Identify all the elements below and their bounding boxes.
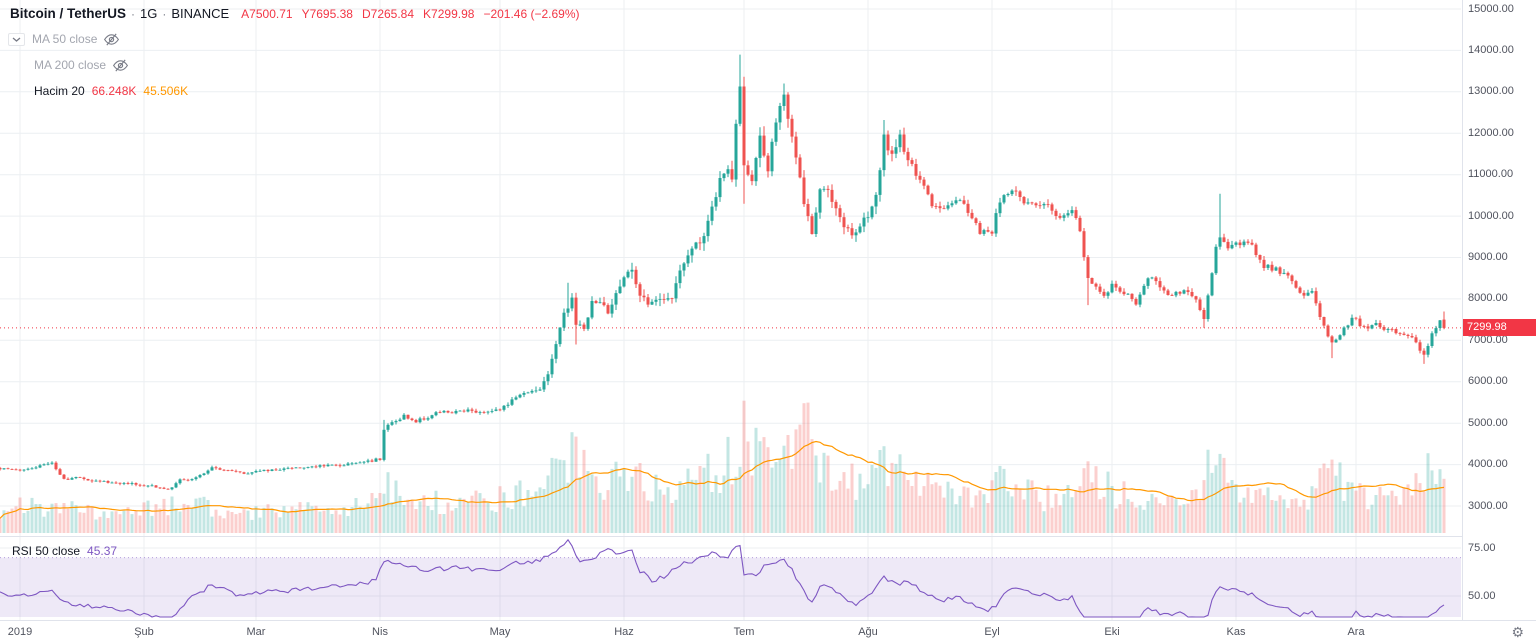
exchange-label[interactable]: BINANCE — [171, 6, 230, 21]
symbol-title[interactable]: Bitcoin / TetherUS — [10, 6, 127, 21]
header-separator-2: · — [162, 7, 167, 21]
legend-row-volume[interactable]: Hacim 20 66.248K 45.506K — [34, 84, 188, 98]
legend-row-ma200[interactable]: MA 200 close — [34, 58, 129, 72]
price-axis-label: 14000.00 — [1468, 43, 1514, 56]
price-axis-label: 7000.00 — [1468, 333, 1508, 346]
low-value: D7265.84 — [361, 7, 415, 21]
open-value: A7500.71 — [241, 7, 293, 21]
rsi-axis-label: 50.00 — [1468, 589, 1496, 602]
price-axis-label: 15000.00 — [1468, 2, 1514, 15]
volume-value: 66.248K — [91, 84, 137, 98]
rsi-label[interactable]: RSI 50 close — [12, 544, 81, 558]
symbol-header: Bitcoin / TetherUS · 1G · BINANCE A7500.… — [10, 6, 580, 21]
time-axis-label: Şub — [134, 626, 154, 638]
legend-row-rsi[interactable]: RSI 50 close 45.37 — [12, 544, 117, 558]
price-axis-label: 8000.00 — [1468, 292, 1508, 305]
time-axis-label: May — [489, 626, 511, 638]
high-value: Y7695.38 — [301, 7, 353, 21]
chevron-down-icon[interactable] — [8, 32, 25, 46]
time-axis-label: Eyl — [984, 626, 1000, 638]
close-value: K7299.98 — [423, 7, 475, 21]
price-axis-label: 4000.00 — [1468, 458, 1508, 471]
interval-label[interactable]: 1G — [140, 6, 158, 21]
time-axis-label: Kas — [1226, 626, 1246, 638]
price-axis-label: 13000.00 — [1468, 85, 1514, 98]
time-axis-label: Mar — [246, 626, 266, 638]
eye-off-icon[interactable] — [104, 33, 120, 46]
time-axis-label: Haz — [614, 626, 634, 638]
ma50-label[interactable]: MA 50 close — [32, 32, 98, 46]
rsi-axis-label: 75.00 — [1468, 541, 1496, 554]
volume-label[interactable]: Hacim 20 — [34, 84, 85, 98]
price-axis-label: 9000.00 — [1468, 251, 1508, 263]
time-axis-label: Ara — [1347, 626, 1365, 638]
price-axis-label: 5000.00 — [1468, 416, 1508, 429]
time-axis-label: 2019 — [7, 626, 33, 638]
time-axis-label: Ağu — [858, 626, 878, 638]
time-axis[interactable]: 2019 Şub Mar Nis May Haz Tem Ağu Eyl Eki Kas Ara ⚙ — [0, 620, 1536, 641]
ohlc-values: A7500.71 Y7695.38 D7265.84 K7299.98 — [241, 7, 474, 21]
time-axis-label: Tem — [733, 626, 755, 638]
price-axis-label: 6000.00 — [1468, 375, 1508, 388]
ma200-label[interactable]: MA 200 close — [34, 58, 107, 72]
header-separator-1: · — [131, 7, 136, 21]
rsi-value: 45.37 — [87, 544, 118, 558]
gear-icon[interactable]: ⚙ — [1511, 624, 1524, 640]
eye-off-icon[interactable] — [113, 59, 129, 72]
time-axis-label: Eki — [1104, 626, 1120, 638]
price-axis-label: 11000.00 — [1468, 168, 1514, 181]
last-price-tag: 7299.98 — [1463, 319, 1536, 337]
price-axis-label: 12000.00 — [1468, 126, 1514, 139]
price-axis-label: 3000.00 — [1468, 499, 1508, 512]
price-axis-label: 10000.00 — [1468, 209, 1514, 222]
pane-separator[interactable] — [0, 536, 1536, 537]
volume-ma-value: 45.506K — [143, 84, 189, 98]
legend-row-ma50[interactable]: MA 50 close — [8, 32, 120, 46]
price-axis[interactable]: 7299.98 15000.00 14000.00 13000.00 12000.00… — [1462, 0, 1536, 620]
price-change: −201.46 (−2.69%) — [483, 7, 580, 21]
time-axis-label: Nis — [372, 626, 388, 638]
